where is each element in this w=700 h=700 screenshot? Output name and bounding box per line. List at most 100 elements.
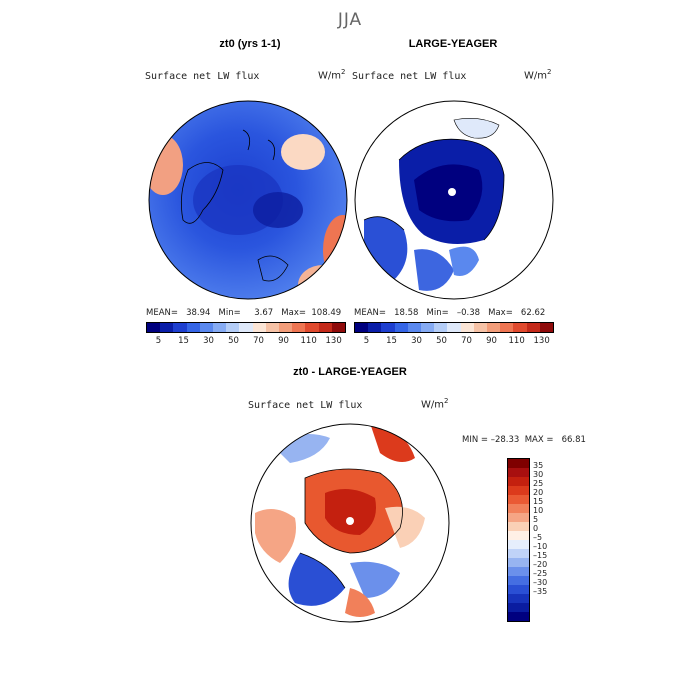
- colorbar-swatch: [160, 323, 174, 332]
- panel-b-colorbar-ticks: 5 15 30 50 70 90 110 130: [354, 336, 556, 348]
- colorbar-tick-label: 20: [533, 488, 544, 497]
- panel-b-coastline: [363, 216, 405, 231]
- colorbar-swatch: [279, 323, 293, 332]
- season-title: JJA: [337, 10, 363, 30]
- colorbar-swatch: [305, 323, 319, 332]
- colorbar-tick-label: 35: [533, 461, 544, 470]
- colorbar-tick-label: 30: [533, 470, 544, 479]
- colorbar-swatch: [508, 576, 529, 585]
- colorbar-tick-label: –35: [533, 587, 548, 596]
- panel-b-ocean-region: [453, 118, 500, 139]
- colorbar-tick-label: 90: [486, 336, 497, 346]
- panel-a-coastline: [242, 129, 276, 161]
- colorbar-swatch: [147, 323, 161, 332]
- colorbar-tick-label: 110: [508, 336, 525, 346]
- panel-b-units: W/m2: [524, 68, 552, 82]
- colorbar-tick-label: 70: [253, 336, 264, 346]
- panel-c-units: W/m2: [421, 397, 449, 411]
- colorbar-tick-label: 10: [533, 506, 544, 515]
- panel-c-coastline: [299, 552, 346, 589]
- colorbar-swatch: [513, 323, 527, 332]
- colorbar-swatch: [508, 594, 529, 603]
- colorbar-swatch: [226, 323, 240, 332]
- colorbar-swatch: [473, 323, 488, 332]
- panel-c-positive-region: [370, 424, 415, 462]
- colorbar-tick-label: –25: [533, 569, 548, 578]
- colorbar-swatch: [199, 323, 214, 332]
- colorbar-tick-label: 30: [411, 336, 422, 346]
- colorbar-tick-label: –5: [533, 533, 543, 542]
- colorbar-swatch: [508, 504, 529, 513]
- colorbar-swatch: [331, 323, 346, 332]
- colorbar-swatch: [460, 323, 474, 332]
- colorbar-swatch: [318, 323, 332, 332]
- colorbar-swatch: [381, 323, 395, 332]
- colorbar-swatch: [368, 323, 382, 332]
- panel-c-colorbar: [507, 458, 530, 622]
- colorbar-swatch: [292, 323, 306, 332]
- colorbar-swatch: [252, 323, 266, 332]
- panel-c-polar-map: [250, 423, 450, 623]
- colorbar-tick-label: 15: [533, 497, 544, 506]
- colorbar-swatch: [508, 459, 529, 468]
- colorbar-swatch: [508, 522, 529, 531]
- panel-c-positive-region: [345, 588, 375, 617]
- colorbar-swatch: [500, 323, 514, 332]
- colorbar-tick-label: 5: [155, 336, 162, 346]
- colorbar-swatch: [539, 323, 554, 332]
- colorbar-tick-label: 5: [533, 515, 539, 524]
- colorbar-swatch: [394, 323, 408, 332]
- panel-c-title: zt0 - LARGE-YEAGER: [293, 366, 407, 378]
- colorbar-swatch: [508, 468, 529, 477]
- colorbar-swatch: [186, 323, 200, 332]
- colorbar-swatch: [421, 323, 435, 332]
- colorbar-tick-label: 50: [436, 336, 447, 346]
- panel-c-positive-region: [385, 506, 425, 548]
- colorbar-swatch: [508, 567, 529, 576]
- panel-a-polar-map: [148, 100, 348, 300]
- panel-b-ocean-region: [449, 246, 479, 276]
- colorbar-swatch: [447, 323, 461, 332]
- colorbar-swatch: [434, 323, 448, 332]
- colorbar-tick-label: –15: [533, 551, 548, 560]
- panel-b-colorbar: [354, 322, 554, 333]
- colorbar-tick-label: 5: [363, 336, 370, 346]
- colorbar-swatch: [526, 323, 540, 332]
- colorbar-tick-label: 25: [533, 479, 544, 488]
- colorbar-tick-label: 15: [386, 336, 397, 346]
- colorbar-tick-label: –20: [533, 560, 548, 569]
- colorbar-tick-label: 130: [325, 336, 342, 346]
- panel-a-colorbar: [146, 322, 346, 333]
- colorbar-swatch: [508, 495, 529, 504]
- panel-a-warm-patch: [298, 265, 347, 299]
- panel-c-stats: MIN = –28.33 MAX = 66.81: [462, 435, 586, 445]
- panel-a-units: W/m2: [318, 68, 346, 82]
- colorbar-swatch: [508, 477, 529, 486]
- panel-c-negative-region: [350, 561, 400, 598]
- panel-b-coastline: [398, 138, 505, 241]
- panel-c-pole-marker: [346, 517, 354, 525]
- colorbar-swatch: [508, 558, 529, 567]
- panel-a-stats: MEAN= 38.94 Min= 3.67 Max= 108.49: [146, 308, 342, 318]
- colorbar-swatch: [213, 323, 227, 332]
- colorbar-swatch: [508, 585, 529, 594]
- colorbar-tick-label: –10: [533, 542, 548, 551]
- colorbar-swatch: [487, 323, 501, 332]
- panel-a-colorbar-ticks: 5 15 30 50 70 90 110 130: [146, 336, 348, 348]
- panel-b-polar-map: [354, 100, 554, 300]
- colorbar-swatch: [173, 323, 187, 332]
- panel-a-cold-core: [253, 192, 303, 228]
- colorbar-swatch: [355, 323, 369, 332]
- colorbar-tick-label: 50: [228, 336, 239, 346]
- colorbar-tick-label: 90: [278, 336, 289, 346]
- colorbar-tick-label: 110: [300, 336, 317, 346]
- panel-c-variable: Surface net LW flux: [248, 400, 363, 411]
- panel-c-positive-core: [325, 489, 376, 535]
- panel-b-title: LARGE-YEAGER: [408, 38, 498, 50]
- colorbar-swatch: [239, 323, 253, 332]
- panel-b-ocean-region: [414, 249, 454, 291]
- panel-a-warm-patch: [281, 134, 325, 170]
- colorbar-swatch: [508, 531, 529, 540]
- colorbar-swatch: [508, 603, 529, 612]
- panel-c-negative-region: [288, 553, 345, 606]
